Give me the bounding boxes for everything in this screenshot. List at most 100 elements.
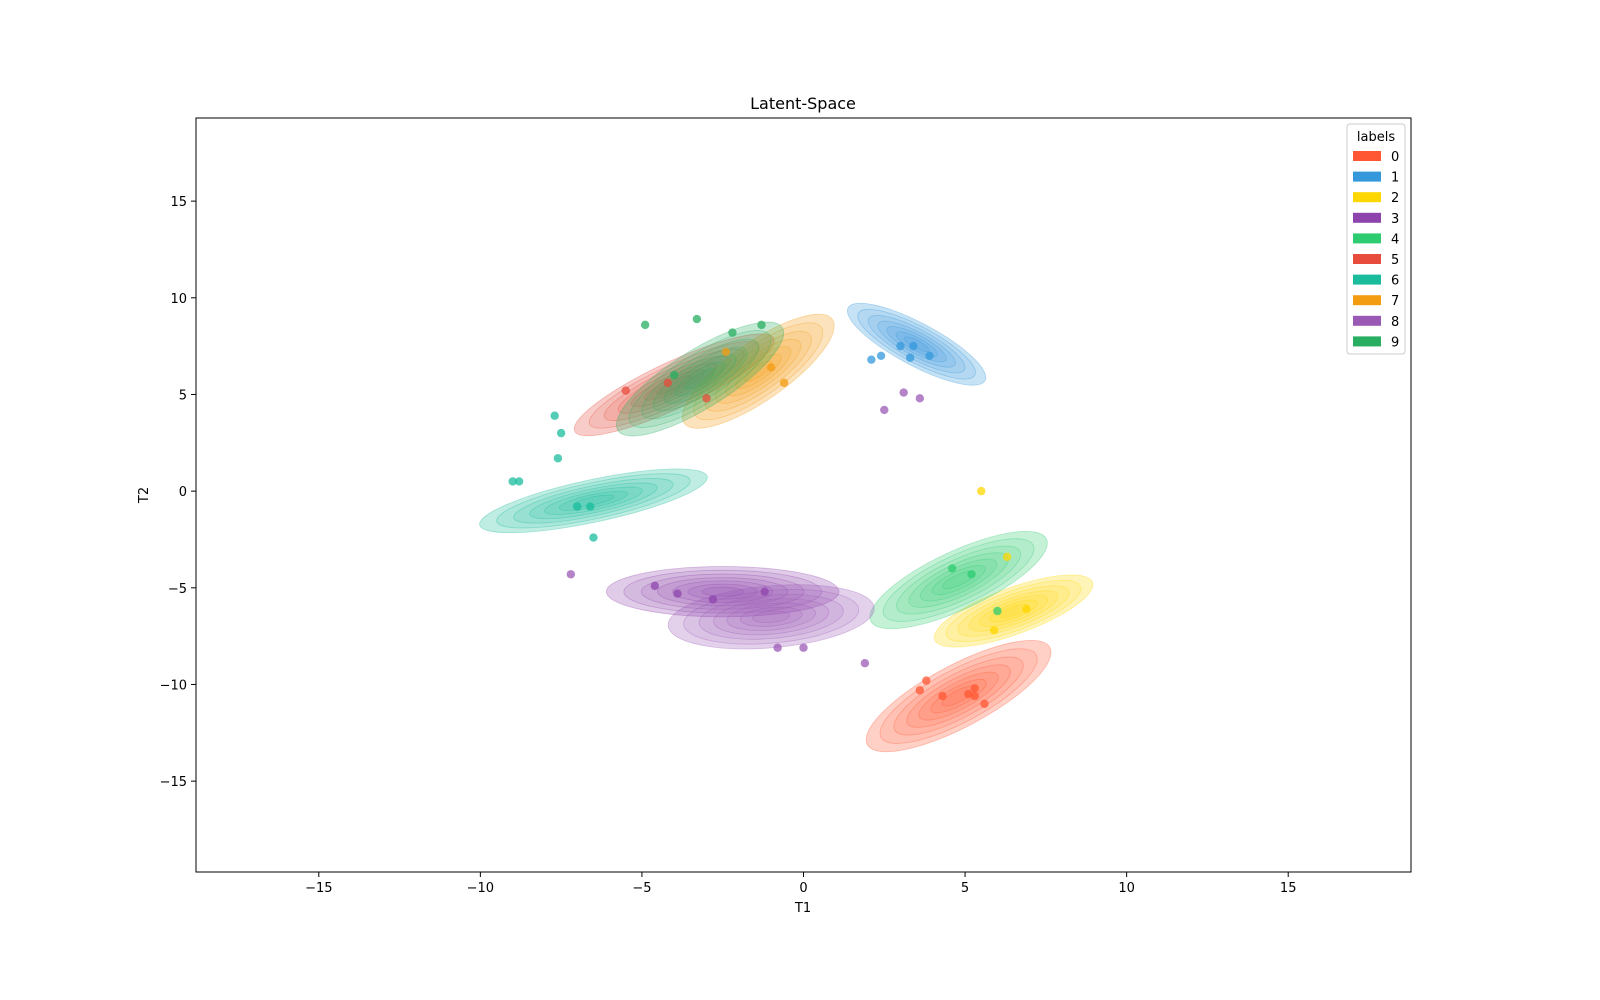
density-contour [496, 473, 691, 529]
points-series-8 [566, 388, 925, 668]
y-tick-label: 15 [170, 195, 187, 210]
y-tick-label: 5 [179, 388, 187, 403]
density-contour [588, 341, 760, 429]
density-series-0 [865, 639, 1052, 753]
density-layer [479, 302, 1094, 753]
data-point [566, 570, 576, 579]
data-point [880, 405, 889, 415]
density-contour [725, 346, 792, 397]
legend-title: labels [1357, 130, 1395, 145]
data-point [766, 363, 776, 372]
density-contour [687, 583, 759, 600]
points-series-9 [640, 314, 766, 380]
data-point [586, 502, 595, 511]
density-contour [744, 360, 773, 382]
density-contour [933, 574, 1094, 648]
density-contour [957, 585, 1070, 637]
points-series-4 [947, 564, 1002, 616]
density-contour [945, 579, 1082, 643]
density-contour [617, 355, 731, 414]
density-contour [640, 573, 805, 610]
density-contour [918, 671, 999, 721]
legend-items: 0 1 2 3 4 5 6 7 8 9 [1353, 150, 1399, 350]
points-series-0 [915, 676, 989, 708]
x-tick-label: 0 [799, 881, 807, 896]
density-contour [674, 361, 726, 397]
data-point [860, 659, 870, 668]
legend-item-8: 8 [1353, 315, 1399, 330]
legend-swatch [1353, 233, 1381, 244]
data-point [909, 341, 918, 351]
density-contour [655, 375, 693, 395]
density-contour [513, 478, 674, 524]
data-point [977, 486, 986, 496]
legend-label: 9 [1391, 335, 1399, 350]
density-series-7 [681, 313, 835, 429]
data-point [708, 595, 718, 604]
density-contour [663, 354, 737, 404]
density-contour [713, 598, 830, 636]
data-point [640, 320, 650, 330]
density-contour [906, 664, 1011, 728]
legend-item-0: 0 [1353, 150, 1399, 165]
data-point [925, 351, 934, 360]
data-point [621, 386, 630, 395]
points-layer [508, 314, 1031, 708]
legend-label: 6 [1391, 274, 1399, 289]
y-tick-label: 0 [179, 485, 187, 500]
density-contour [698, 593, 844, 640]
data-point [922, 676, 931, 685]
data-point [663, 378, 672, 388]
data-point [947, 564, 957, 573]
density-contour [879, 648, 1038, 744]
points-series-6 [508, 411, 598, 542]
y-axis-title: T2 [137, 487, 152, 504]
density-series-6 [479, 468, 708, 534]
density-contour [882, 538, 1035, 622]
density-contour [652, 346, 748, 412]
data-point [573, 502, 582, 511]
density-contour [529, 482, 658, 520]
legend-swatch [1353, 274, 1381, 285]
density-series-8 [667, 584, 875, 650]
density-series-4 [869, 530, 1048, 630]
density-contour [739, 606, 803, 627]
x-tick-label: −5 [632, 881, 651, 896]
density-contour [544, 486, 643, 515]
legend-label: 8 [1391, 315, 1399, 330]
density-series-3 [605, 566, 840, 618]
density-series-5 [573, 333, 775, 437]
density-contour [641, 338, 760, 420]
data-point [876, 351, 886, 360]
data-point [773, 643, 782, 652]
legend-label: 3 [1391, 212, 1399, 227]
legend-label: 4 [1391, 232, 1399, 247]
data-point [728, 328, 737, 337]
density-contour [628, 330, 772, 428]
data-point [989, 626, 999, 635]
y-tick-label: 10 [170, 292, 187, 307]
data-point [915, 394, 925, 403]
data-point [967, 570, 976, 579]
density-contour [701, 586, 745, 597]
data-point [589, 533, 598, 542]
data-point [896, 341, 905, 351]
density-contour [869, 530, 1048, 630]
density-contour [479, 468, 708, 534]
density-contour [605, 566, 840, 618]
points-series-7 [721, 347, 789, 388]
data-point [964, 689, 973, 699]
density-contour [683, 589, 860, 645]
x-axis-title: T1 [794, 901, 811, 916]
legend-label: 0 [1391, 150, 1399, 165]
legend-swatch [1353, 171, 1381, 182]
legend-swatch [1353, 192, 1381, 203]
data-point [670, 370, 679, 380]
density-contour [968, 590, 1059, 632]
data-point [1002, 552, 1012, 562]
legend-swatch [1353, 151, 1381, 161]
legend-item-3: 3 [1353, 212, 1399, 227]
data-point [938, 691, 947, 701]
